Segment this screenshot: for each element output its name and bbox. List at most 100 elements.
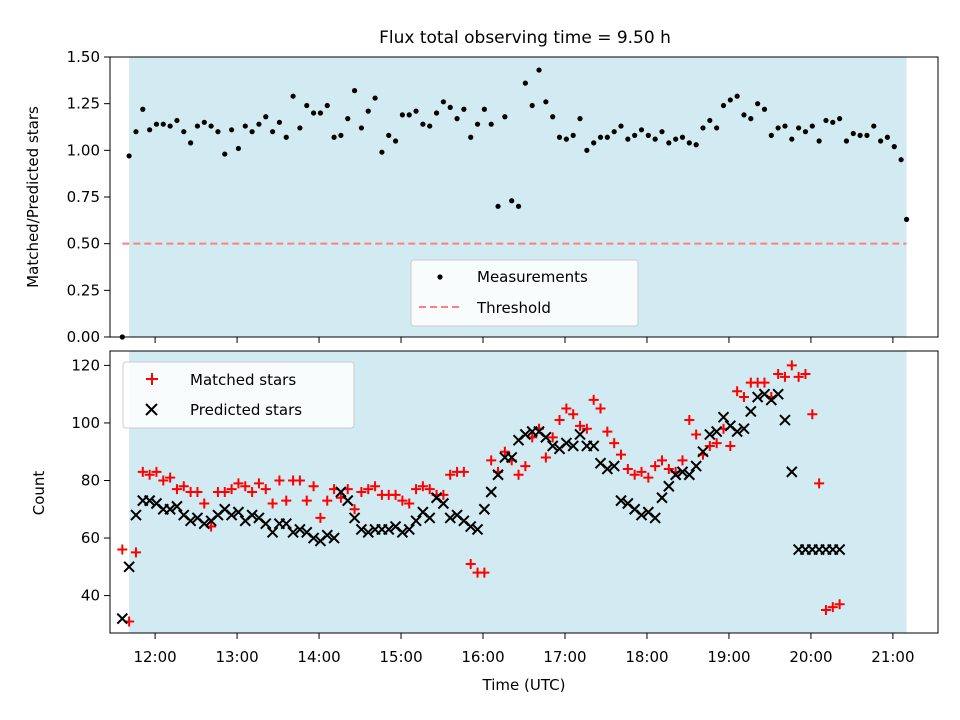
matched-star-point bbox=[643, 472, 654, 483]
measurement-point bbox=[338, 132, 344, 138]
measurement-point bbox=[597, 134, 604, 140]
measurement-point bbox=[126, 153, 132, 159]
measurement-point bbox=[433, 110, 440, 116]
measurement-point bbox=[577, 116, 583, 122]
measurement-point bbox=[304, 102, 310, 109]
top-y-tick-label: 0.25 bbox=[67, 281, 100, 299]
matched-star-point bbox=[171, 484, 182, 495]
matched-star-point bbox=[479, 567, 490, 578]
measurement-point bbox=[420, 121, 426, 127]
matched-star-point bbox=[411, 484, 422, 495]
bottom-panel-frame bbox=[109, 350, 939, 634]
bottom-x-tick-label: 21:00 bbox=[871, 648, 914, 666]
measurement-point bbox=[242, 123, 248, 129]
matched-star-point bbox=[773, 369, 784, 380]
predicted-star-point bbox=[403, 523, 415, 536]
predicted-star-point bbox=[738, 422, 750, 435]
measurement-point bbox=[222, 151, 228, 157]
predicted-star-point bbox=[478, 503, 491, 515]
top-y-tick-label: 1.00 bbox=[67, 141, 100, 159]
predicted-star-point bbox=[355, 523, 368, 536]
measurement-point bbox=[584, 147, 590, 153]
matched-star-point bbox=[663, 463, 674, 474]
measurement-point bbox=[365, 108, 371, 114]
measurement-point bbox=[229, 127, 235, 133]
predicted-star-point bbox=[342, 494, 354, 507]
measurement-point bbox=[263, 114, 269, 120]
measurement-point bbox=[372, 95, 378, 101]
matched-star-point bbox=[499, 446, 510, 457]
bottom-y-tick-label: 60 bbox=[81, 529, 100, 547]
predicted-star-point bbox=[540, 431, 552, 444]
predicted-star-point bbox=[690, 460, 702, 472]
bottom-x-tick-label: 17:00 bbox=[543, 648, 586, 666]
matched-star-point bbox=[349, 504, 360, 515]
measurement-point bbox=[556, 134, 563, 140]
matched-star-point bbox=[151, 466, 162, 477]
measurement-point bbox=[174, 117, 180, 124]
matched-star-point bbox=[465, 558, 476, 569]
matched-star-point bbox=[137, 466, 148, 477]
predicted-star-point bbox=[383, 523, 395, 536]
measurement-point bbox=[679, 134, 686, 140]
predicted-star-point bbox=[321, 529, 333, 541]
measurement-point bbox=[447, 104, 453, 110]
measurement-point bbox=[133, 129, 139, 135]
measurement-point bbox=[406, 112, 412, 118]
matched-star-point bbox=[602, 426, 613, 437]
predicted-star-point bbox=[704, 428, 716, 441]
bottom-y-tick-label: 40 bbox=[81, 587, 100, 605]
predicted-star-point bbox=[485, 486, 497, 498]
matched-star-point bbox=[281, 495, 292, 506]
matched-star-point bbox=[820, 604, 831, 615]
measurement-point bbox=[891, 144, 897, 150]
matched-star-point bbox=[616, 449, 627, 460]
measurement-point bbox=[379, 149, 385, 155]
predicted-star-point bbox=[745, 405, 757, 418]
predicted-star-point bbox=[615, 494, 627, 507]
bottom-y-tick-label: 80 bbox=[81, 471, 100, 489]
measurement-point bbox=[823, 117, 829, 124]
measurement-point bbox=[714, 125, 720, 131]
matched-star-point bbox=[158, 475, 169, 486]
bottom-legend: Matched stars Predicted stars bbox=[122, 361, 355, 429]
measurement-point bbox=[693, 142, 699, 148]
measurement-point bbox=[796, 125, 802, 131]
legend-matched-label: Matched stars bbox=[190, 371, 296, 389]
predicted-star-point bbox=[731, 425, 743, 438]
measurement-point bbox=[345, 116, 351, 122]
predicted-star-point bbox=[649, 512, 661, 524]
matched-stars-points bbox=[117, 360, 845, 627]
matched-star-point bbox=[738, 392, 749, 403]
measurement-point bbox=[789, 136, 795, 142]
matched-star-point bbox=[315, 512, 326, 523]
predicted-stars-points bbox=[116, 388, 846, 625]
top-y-axis-ticks: 0.00 0.25 0.50 0.75 1.00 1.25 1.50 bbox=[67, 48, 110, 346]
matched-star-point bbox=[308, 481, 319, 492]
measurement-point bbox=[850, 130, 856, 137]
matched-star-point bbox=[199, 498, 210, 509]
matched-star-point bbox=[445, 469, 456, 480]
bottom-x-tick-label: 14:00 bbox=[297, 648, 340, 666]
measurement-point bbox=[727, 97, 733, 103]
measurement-point bbox=[201, 119, 207, 125]
predicted-star-point bbox=[424, 512, 436, 524]
measurement-point bbox=[782, 123, 788, 129]
measurement-points bbox=[119, 67, 910, 340]
matched-star-point bbox=[568, 409, 579, 420]
matched-star-point bbox=[294, 475, 305, 486]
matched-star-point bbox=[786, 360, 797, 371]
predicted-star-point bbox=[560, 437, 573, 449]
top-y-tick-label: 0.00 bbox=[67, 328, 100, 346]
matched-star-point bbox=[540, 452, 551, 463]
predicted-star-point bbox=[574, 428, 586, 441]
measurement-point bbox=[591, 140, 597, 146]
matched-star-point bbox=[513, 469, 524, 480]
measurement-point bbox=[386, 132, 392, 138]
matched-star-point bbox=[575, 420, 586, 431]
measurement-point bbox=[256, 121, 262, 127]
predicted-star-point bbox=[362, 526, 374, 538]
bottom-x-tick-label: 20:00 bbox=[789, 648, 832, 666]
measurement-point bbox=[604, 134, 610, 140]
bottom-x-tick-label: 18:00 bbox=[625, 648, 668, 666]
